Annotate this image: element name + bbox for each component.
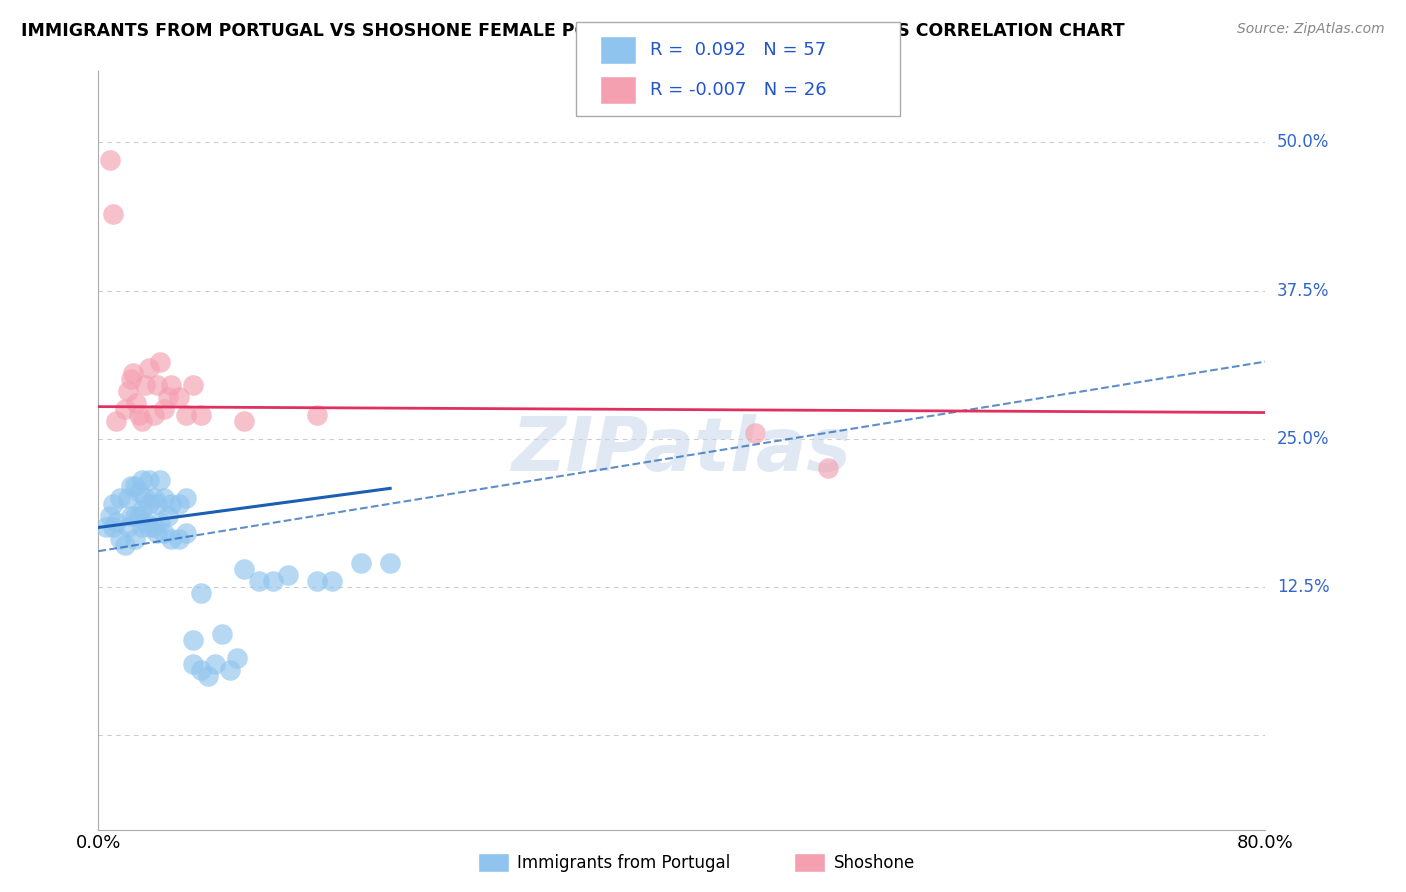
Point	[197, 668, 219, 682]
Text: 50.0%: 50.0%	[1277, 134, 1330, 152]
Text: ZIPatlas: ZIPatlas	[512, 414, 852, 487]
Point	[138, 360, 160, 375]
Point	[160, 378, 183, 392]
Point	[117, 491, 139, 505]
Point	[134, 491, 156, 505]
Point	[101, 206, 124, 220]
Point	[211, 627, 233, 641]
Point	[138, 497, 160, 511]
Point	[142, 491, 165, 505]
Text: 12.5%: 12.5%	[1277, 578, 1330, 596]
Point	[104, 515, 127, 529]
Text: Shoshone: Shoshone	[834, 854, 915, 871]
Point	[247, 574, 270, 588]
Point	[160, 497, 183, 511]
Point	[134, 515, 156, 529]
Point	[190, 408, 212, 422]
Point	[350, 556, 373, 570]
Text: 25.0%: 25.0%	[1277, 430, 1330, 448]
Point	[181, 657, 204, 671]
Text: R =  0.092   N = 57: R = 0.092 N = 57	[650, 41, 825, 59]
Point	[174, 491, 197, 505]
Point	[128, 408, 150, 422]
Point	[190, 585, 212, 599]
Point	[131, 473, 153, 487]
Point	[142, 520, 165, 534]
Point	[101, 497, 124, 511]
Point	[307, 408, 329, 422]
Point	[744, 425, 766, 440]
Point	[157, 390, 180, 404]
Point	[114, 538, 136, 552]
Point	[153, 402, 176, 417]
Point	[181, 378, 204, 392]
Point	[94, 520, 117, 534]
Point	[204, 657, 226, 671]
Point	[146, 497, 169, 511]
Point	[124, 533, 146, 547]
Point	[817, 461, 839, 475]
Point	[122, 367, 145, 381]
Point	[262, 574, 284, 588]
Point	[157, 508, 180, 523]
Point	[128, 508, 150, 523]
Point	[321, 574, 343, 588]
Point	[104, 414, 127, 428]
Point	[134, 378, 156, 392]
Point	[131, 502, 153, 516]
Point	[98, 508, 121, 523]
Text: Immigrants from Portugal: Immigrants from Portugal	[517, 854, 731, 871]
Point	[125, 396, 148, 410]
Point	[142, 408, 165, 422]
Point	[117, 520, 139, 534]
Point	[128, 484, 150, 499]
Point	[146, 378, 169, 392]
Point	[153, 526, 176, 541]
Point	[146, 526, 169, 541]
Point	[120, 508, 142, 523]
Text: IMMIGRANTS FROM PORTUGAL VS SHOSHONE FEMALE POVERTY AMONG 18-24 YEAR OLDS CORREL: IMMIGRANTS FROM PORTUGAL VS SHOSHONE FEM…	[21, 22, 1125, 40]
Point	[226, 650, 249, 665]
Text: R = -0.007   N = 26: R = -0.007 N = 26	[650, 81, 827, 99]
Point	[190, 663, 212, 677]
Point	[110, 533, 132, 547]
Point	[131, 414, 153, 428]
Point	[124, 508, 146, 523]
Point	[218, 663, 240, 677]
Point	[101, 520, 124, 534]
Point	[120, 372, 142, 386]
Point	[277, 567, 299, 582]
Point	[167, 497, 190, 511]
Point	[131, 520, 153, 534]
Point	[120, 479, 142, 493]
Point	[138, 520, 160, 534]
Point	[167, 390, 190, 404]
Point	[149, 354, 172, 368]
Point	[174, 408, 197, 422]
Point	[149, 515, 172, 529]
Point	[149, 473, 172, 487]
Point	[181, 633, 204, 648]
Point	[124, 479, 146, 493]
Text: Source: ZipAtlas.com: Source: ZipAtlas.com	[1237, 22, 1385, 37]
Point	[380, 556, 402, 570]
Text: 37.5%: 37.5%	[1277, 282, 1330, 300]
Point	[114, 402, 136, 417]
Point	[174, 526, 197, 541]
Point	[307, 574, 329, 588]
Point	[233, 562, 256, 576]
Point	[110, 491, 132, 505]
Point	[117, 384, 139, 399]
Point	[98, 153, 121, 168]
Point	[153, 491, 176, 505]
Point	[233, 414, 256, 428]
Point	[138, 473, 160, 487]
Point	[160, 533, 183, 547]
Point	[167, 533, 190, 547]
